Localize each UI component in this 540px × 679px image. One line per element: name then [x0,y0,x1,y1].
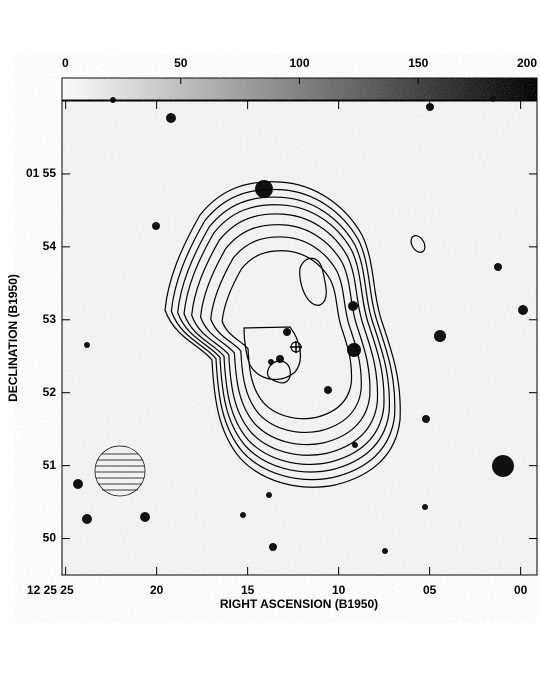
y-tick-label: 54 [43,239,57,253]
centre-marker [290,341,302,353]
y-tick-label: 50 [43,531,57,545]
x-tick-label: 15 [241,583,255,597]
colorbar-tick-label: 50 [174,56,188,70]
contour [192,214,378,455]
image-noise [62,101,537,575]
contour [222,251,351,419]
contour [211,237,362,432]
x-tick-label: 05 [423,583,437,597]
x-tick-label: 20 [150,583,164,597]
contour [184,205,384,465]
plot-frame [61,100,538,576]
y-axis-label: DECLINATION (B1950) [6,274,20,402]
y-tick-label: 51 [43,458,57,472]
x-axis-label: RIGHT ASCENSION (B1950) [220,597,378,611]
x-tick-label: 10 [332,583,346,597]
colorbar-tick-label: 100 [289,56,309,70]
colorbar-tick-label: 200 [517,56,537,70]
colorbar-tick-label: 150 [408,56,428,70]
contours [165,182,426,487]
colorbar-tick-label: 0 [62,56,69,70]
contour [171,189,394,479]
x-tick-label: 00 [514,583,528,597]
y-tick-label: 52 [43,385,57,399]
y-tick-label: 01 55 [26,166,56,180]
x-tick-label: 12 25 25 [27,583,74,597]
contour [165,182,400,487]
beam [94,445,146,497]
y-tick-label: 53 [43,312,57,326]
contour [178,197,390,472]
centre-marker [290,341,302,353]
contour [201,225,370,445]
